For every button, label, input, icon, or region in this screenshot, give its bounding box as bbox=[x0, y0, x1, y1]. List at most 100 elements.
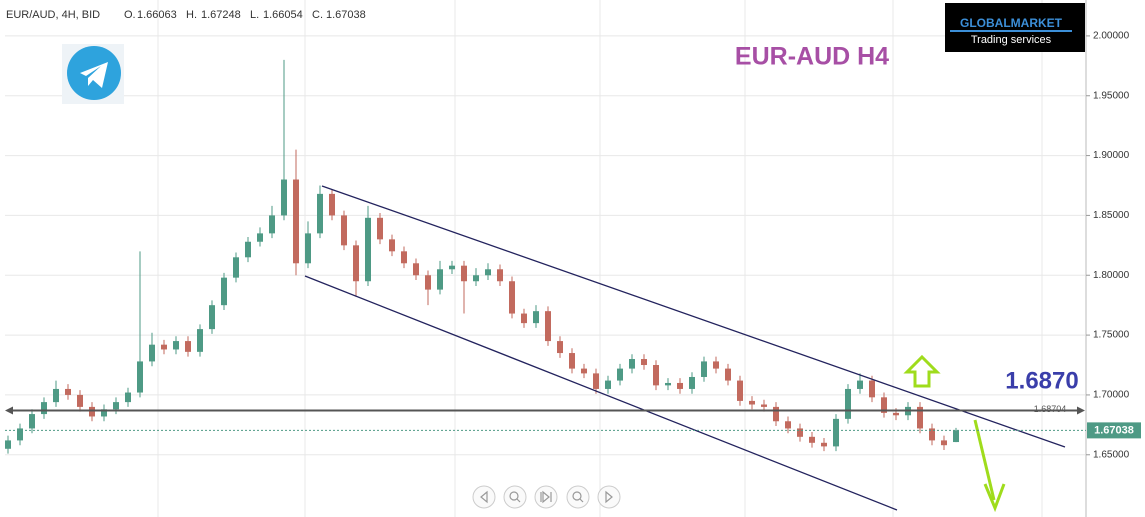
candle-body bbox=[689, 376, 695, 389]
y-tick-label: 1.90000 bbox=[1093, 150, 1130, 161]
candle-body bbox=[221, 277, 227, 306]
y-tick-label: 2.00000 bbox=[1093, 31, 1130, 42]
logo-tagline: Trading services bbox=[971, 34, 1052, 46]
candle-body bbox=[389, 239, 395, 252]
candle-body bbox=[941, 440, 947, 446]
candle-body bbox=[929, 428, 935, 441]
candle-body bbox=[113, 402, 119, 410]
candle-body bbox=[329, 193, 335, 216]
candle-body bbox=[845, 388, 851, 419]
chart-title: EUR-AUD H4 bbox=[735, 43, 889, 71]
candle-body bbox=[881, 397, 887, 413]
candle-body bbox=[809, 436, 815, 443]
candle-body bbox=[65, 388, 71, 395]
zoom-in-button[interactable] bbox=[566, 485, 590, 509]
y-tick-label: 1.80000 bbox=[1093, 270, 1130, 281]
y-tick-label: 1.95000 bbox=[1093, 90, 1130, 101]
ohlc-l: 1.66054 bbox=[263, 9, 303, 21]
y-tick-label: 1.75000 bbox=[1093, 330, 1130, 341]
scroll-left-button[interactable] bbox=[472, 485, 496, 509]
ohlc-h-label: H. bbox=[186, 9, 197, 21]
candle-body bbox=[653, 365, 659, 386]
candle-body bbox=[197, 329, 203, 352]
candle-body bbox=[893, 412, 899, 416]
candle-body bbox=[869, 380, 875, 398]
candle-body bbox=[401, 251, 407, 264]
candle-body bbox=[353, 245, 359, 282]
candle-body bbox=[485, 269, 491, 276]
logo-name: GLOBALMARKET bbox=[960, 16, 1063, 30]
candle-body bbox=[521, 313, 527, 324]
candle-body bbox=[245, 241, 251, 258]
y-tick-label: 1.70000 bbox=[1093, 390, 1130, 401]
candle-body bbox=[749, 400, 755, 405]
y-tick-label: 1.65000 bbox=[1093, 449, 1130, 460]
candle-body bbox=[281, 179, 287, 216]
candle-body bbox=[737, 380, 743, 401]
candle-body bbox=[557, 341, 563, 354]
ohlc-c-label: C. bbox=[312, 9, 323, 21]
level-arrow-right bbox=[1077, 406, 1085, 415]
last-price-tag bbox=[1087, 422, 1141, 439]
candle-body bbox=[821, 442, 827, 447]
reset-button[interactable] bbox=[534, 485, 558, 509]
marks bbox=[5, 35, 1085, 456]
candle-body bbox=[29, 414, 35, 429]
candle-body bbox=[173, 341, 179, 350]
candle-body bbox=[569, 353, 575, 369]
candle-body bbox=[101, 409, 107, 417]
candle-body bbox=[341, 215, 347, 246]
candle-body bbox=[413, 263, 419, 276]
candle-body bbox=[665, 382, 671, 386]
candle-body bbox=[785, 421, 791, 429]
zoom-out-button[interactable] bbox=[503, 485, 527, 509]
y-tick-label: 1.85000 bbox=[1093, 210, 1130, 221]
candle-body bbox=[497, 269, 503, 282]
telegram-plane bbox=[80, 62, 108, 88]
candle-body bbox=[209, 305, 215, 330]
channel-lower bbox=[304, 275, 898, 511]
channel-upper bbox=[321, 185, 1066, 448]
candle-body bbox=[713, 361, 719, 369]
up-arrow bbox=[903, 354, 941, 388]
candle-body bbox=[641, 359, 647, 366]
candle-body bbox=[437, 269, 443, 290]
candle-body bbox=[629, 359, 635, 369]
candle-body bbox=[89, 406, 95, 417]
candle-body bbox=[605, 380, 611, 389]
candle-body bbox=[425, 275, 431, 290]
candle-body bbox=[917, 406, 923, 429]
level-label: 1.68704 bbox=[1034, 404, 1067, 414]
candle-body bbox=[53, 388, 59, 403]
candle-body bbox=[509, 281, 515, 314]
last-price-label: 1.67038 bbox=[1094, 424, 1134, 436]
candle-body bbox=[797, 428, 803, 437]
candle-body bbox=[365, 217, 371, 282]
candle-body bbox=[233, 257, 239, 278]
scroll-right-button[interactable] bbox=[597, 485, 621, 509]
candle-body bbox=[185, 341, 191, 352]
candle-body bbox=[533, 311, 539, 324]
candle-body bbox=[581, 368, 587, 374]
candle-body bbox=[701, 361, 707, 377]
candle-body bbox=[725, 368, 731, 381]
candle-body bbox=[761, 404, 767, 407]
candle-body bbox=[293, 179, 299, 264]
candle-body bbox=[17, 428, 23, 441]
candle-body bbox=[149, 344, 155, 362]
logo-box bbox=[945, 3, 1085, 52]
candle-body bbox=[677, 382, 683, 389]
ohlc-o: 1.66063 bbox=[137, 9, 177, 21]
candle-body bbox=[545, 311, 551, 342]
candle-body bbox=[77, 394, 83, 407]
candle-body bbox=[833, 418, 839, 447]
candle-body bbox=[137, 361, 143, 393]
candle-body bbox=[257, 233, 263, 242]
candle-body bbox=[449, 265, 455, 270]
level-arrow-left bbox=[5, 406, 13, 415]
toolbar-icons bbox=[480, 490, 613, 504]
candle-body bbox=[461, 265, 467, 282]
candle-body bbox=[125, 392, 131, 403]
